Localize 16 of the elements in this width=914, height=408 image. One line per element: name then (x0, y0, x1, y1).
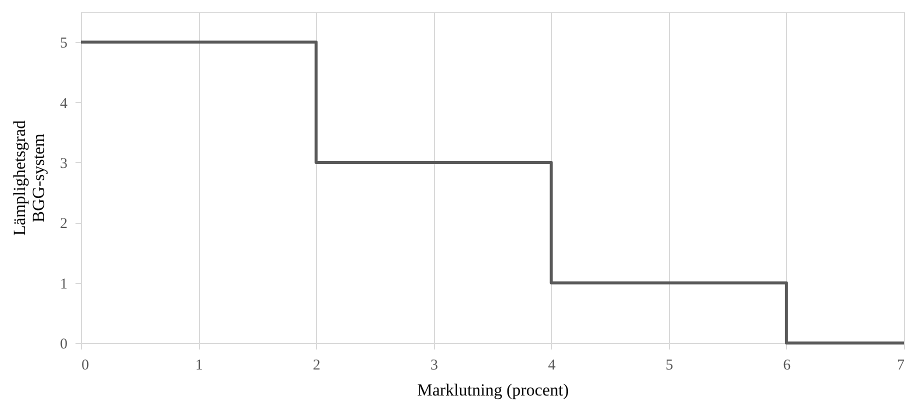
y-tick-label: 1 (60, 276, 68, 292)
x-tick-label: 3 (430, 358, 438, 374)
x-tick-label: 1 (195, 358, 203, 374)
y-tick-label: 3 (60, 156, 68, 172)
x-tick-label: 5 (666, 358, 674, 374)
y-axis-title: Lämplighetsgrad BGG-system (10, 120, 48, 236)
y-tick-label: 5 (60, 36, 68, 52)
y-tick-label: 0 (60, 336, 68, 352)
x-tick-label: 6 (783, 358, 792, 374)
y-tick-label: 2 (60, 216, 68, 232)
x-tick-label: 2 (312, 358, 320, 374)
x-axis-title: Marklutning (procent) (417, 380, 569, 400)
x-tick-label: 4 (548, 358, 556, 374)
y-tick-label: 4 (60, 96, 68, 112)
x-tick-label: 0 (82, 358, 89, 374)
x-tick-label: 7 (897, 358, 905, 374)
